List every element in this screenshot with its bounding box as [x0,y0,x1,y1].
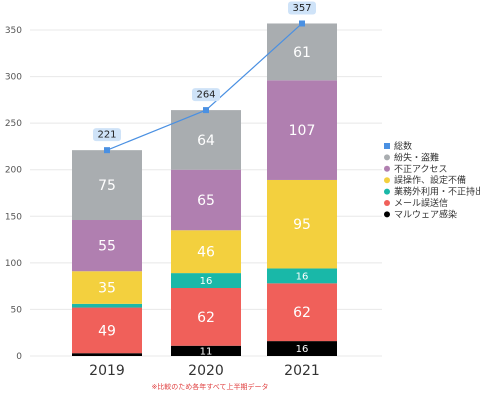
segment-value-label: 107 [289,123,316,139]
total-label-bubble [192,88,220,102]
x-category-label: 2019 [89,363,125,379]
bar-segment [171,169,241,231]
bar-segment [72,307,142,354]
segment-value-label: 64 [197,133,215,149]
total-label-bubble [93,128,121,142]
total-line: 221 264 357 [93,1,316,154]
bar-segment [267,23,337,81]
y-tick-label: 50 [11,305,23,315]
bar-segment [72,150,142,221]
segment-value-label: 61 [293,45,311,61]
legend-marker [384,154,390,161]
bar-segment [72,271,142,304]
legend-marker [384,188,390,195]
legend-marker [384,143,390,149]
segment-value-label: 65 [197,193,215,209]
bar-segment [171,288,241,346]
bar-segment [72,353,142,356]
legend-marker [384,165,390,172]
bar-segment [171,345,241,356]
bar-segment [267,283,337,342]
total-value-label: 264 [196,90,215,101]
total-label-bubble [288,1,316,15]
value-labels: 49 35 55 75 2019 11 62 16 46 65 64 2020 16 62 16 95 107 6… [89,45,320,379]
total-point [203,107,209,114]
legend-label: 誤操作、設定不備 [394,174,466,186]
bar-segment [267,268,337,284]
segment-value-label: 16 [296,271,309,282]
legend-marker [384,211,390,218]
segment-value-label: 75 [98,178,116,194]
segment-value-label: 35 [98,281,116,297]
bar-segment [171,230,241,274]
segment-value-label: 11 [200,346,213,357]
legend-label: 紛失・盗難 [394,151,439,163]
segment-value-label: 62 [293,305,311,321]
segment-value-label: 49 [98,323,116,339]
y-tick-label: 150 [5,212,22,222]
total-value-label: 221 [97,130,116,141]
bar-segment [72,220,142,272]
footnote: ※比較のため各年すべて上半期データ [151,382,268,391]
y-tick-label: 100 [5,259,22,269]
segment-value-label: 62 [197,310,215,326]
bar-segment [267,179,337,269]
bar-segment [171,273,241,289]
legend-label: 不正アクセス [394,164,448,175]
bar-segment [267,341,337,356]
bars [72,23,337,356]
total-point [104,147,110,154]
x-category-label: 2020 [188,363,224,379]
segment-value-label: 95 [293,217,311,233]
segment-value-label: 16 [200,276,213,287]
y-tick-label: 0 [16,352,22,362]
legend-marker [384,177,390,184]
bar-segment [267,80,337,180]
segment-value-label: 16 [296,344,309,355]
x-category-label: 2021 [284,363,320,379]
y-tick-label: 300 [5,73,22,83]
total-point [299,20,305,27]
legend-label: マルウェア感染 [394,208,457,220]
segment-value-label: 55 [98,239,116,255]
legend-marker [384,200,390,206]
y-tick-label: 350 [5,26,22,36]
legend-label: 総数 [394,140,412,152]
legend-label: メール誤送信 [394,197,448,209]
segment-value-label: 46 [197,245,215,261]
y-tick-label: 200 [5,166,22,176]
legend-label: 業務外利用・不正持出 [394,186,480,198]
y-tick-label: 250 [5,119,22,129]
legend: 総数紛失・盗難不正アクセス誤操作、設定不備業務外利用・不正持出メール誤送信マルウ… [384,140,480,220]
bar-segment [72,303,142,308]
total-value-label: 357 [292,3,311,14]
